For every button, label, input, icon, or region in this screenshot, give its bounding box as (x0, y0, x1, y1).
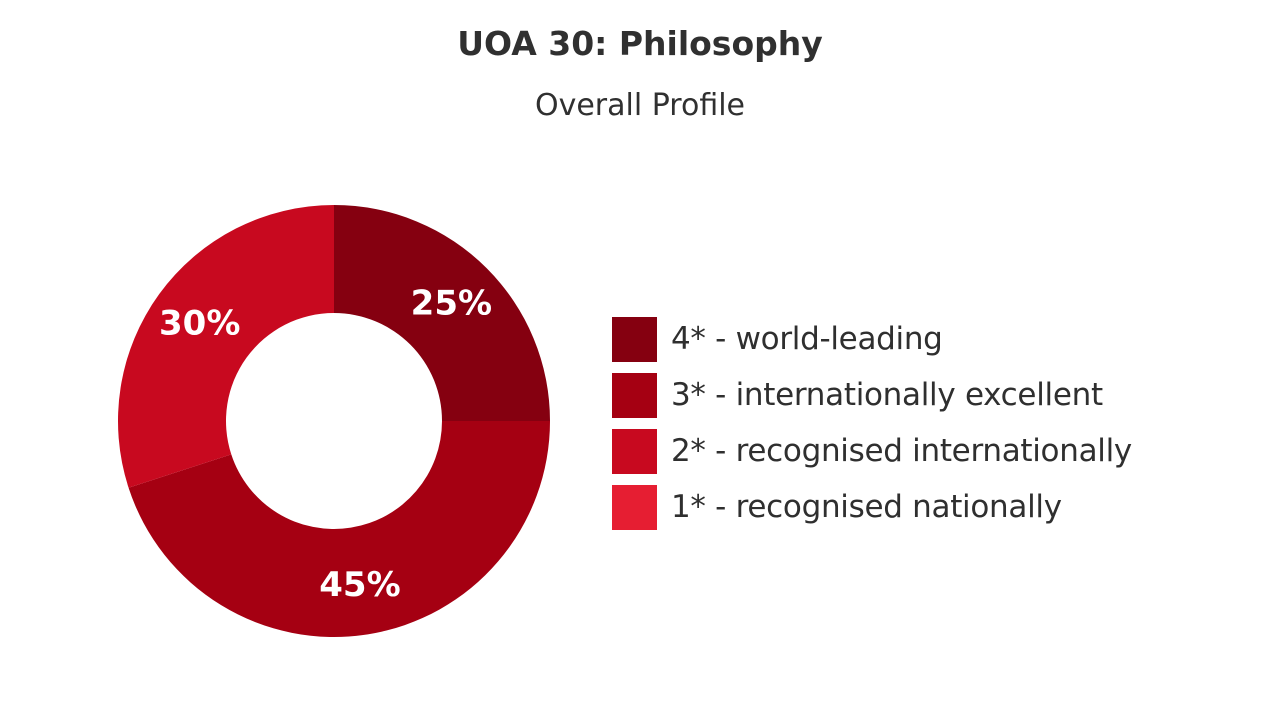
legend-swatch-4star (612, 316, 657, 362)
legend-swatch-1star (612, 484, 657, 530)
chart-title: UOA 30: Philosophy (457, 24, 823, 63)
donut-slice-3star (128, 421, 551, 637)
legend-label-4star: 4* - world-leading (671, 321, 943, 357)
legend-swatch-2star (612, 428, 657, 474)
legend-label-3star: 3* - internationally excellent (671, 377, 1103, 413)
donut-label-2star: 30% (159, 303, 240, 343)
donut-slice-4star (334, 205, 550, 421)
donut-label-3star: 45% (319, 565, 400, 605)
chart-subtitle: Overall Profile (534, 88, 746, 123)
donut-label-4star: 25% (411, 284, 492, 324)
legend-item-4star: 4* - world-leading (612, 316, 1132, 362)
legend-item-2star: 2* - recognised internationally (612, 428, 1132, 474)
legend-label-1star: 1* - recognised nationally (671, 489, 1062, 525)
donut-slice-2star (117, 205, 334, 488)
legend-label-2star: 2* - recognised internationally (671, 433, 1132, 469)
legend-item-1star: 1* - recognised nationally (612, 484, 1132, 530)
legend-swatch-3star (612, 372, 657, 418)
legend: 4* - world-leading 3* - internationally … (612, 316, 1132, 540)
legend-item-3star: 3* - internationally excellent (612, 372, 1132, 418)
